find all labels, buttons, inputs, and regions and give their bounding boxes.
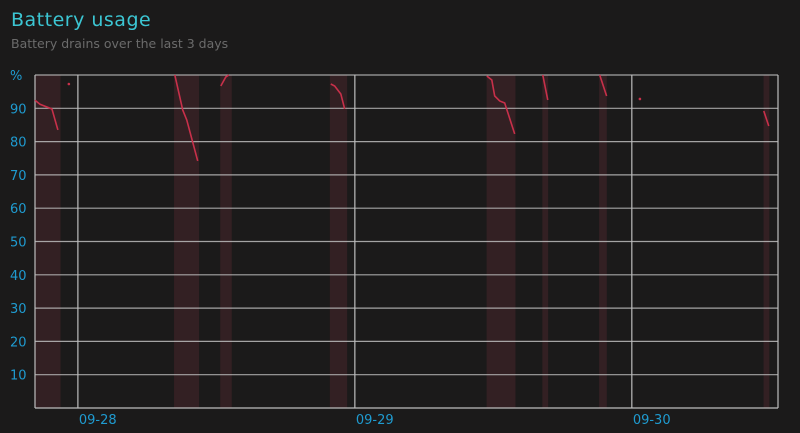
battery-point bbox=[638, 97, 642, 101]
y-tick-label: 20 bbox=[10, 335, 27, 350]
battery-drain-line bbox=[174, 74, 199, 162]
y-tick-label: 80 bbox=[10, 136, 27, 151]
y-tick-label: 70 bbox=[10, 169, 27, 184]
x-tick-label: 09-28 bbox=[79, 413, 117, 428]
battery-drain-line bbox=[486, 75, 516, 135]
y-tick-label: 10 bbox=[10, 369, 27, 384]
battery-drain-line bbox=[330, 83, 346, 110]
battery-point bbox=[67, 82, 71, 86]
y-tick-label: 50 bbox=[10, 236, 27, 251]
battery-drain-line bbox=[34, 99, 59, 131]
y-tick-label: 40 bbox=[10, 269, 27, 284]
y-tick-label: 90 bbox=[10, 102, 27, 117]
y-tick-label: 60 bbox=[10, 202, 27, 217]
y-axis-label: % bbox=[10, 69, 22, 84]
y-tick-label: 30 bbox=[10, 302, 27, 317]
chart-title: Battery usage bbox=[11, 9, 152, 31]
battery-drain-line bbox=[763, 110, 770, 127]
battery-drain-line bbox=[541, 74, 549, 101]
battery-drain-line bbox=[220, 74, 230, 87]
x-tick-label: 09-29 bbox=[356, 413, 394, 428]
x-tick-label: 09-30 bbox=[633, 413, 671, 428]
battery-drain-line bbox=[598, 74, 608, 97]
chart-subtitle: Battery drains over the last 3 days bbox=[11, 36, 229, 51]
